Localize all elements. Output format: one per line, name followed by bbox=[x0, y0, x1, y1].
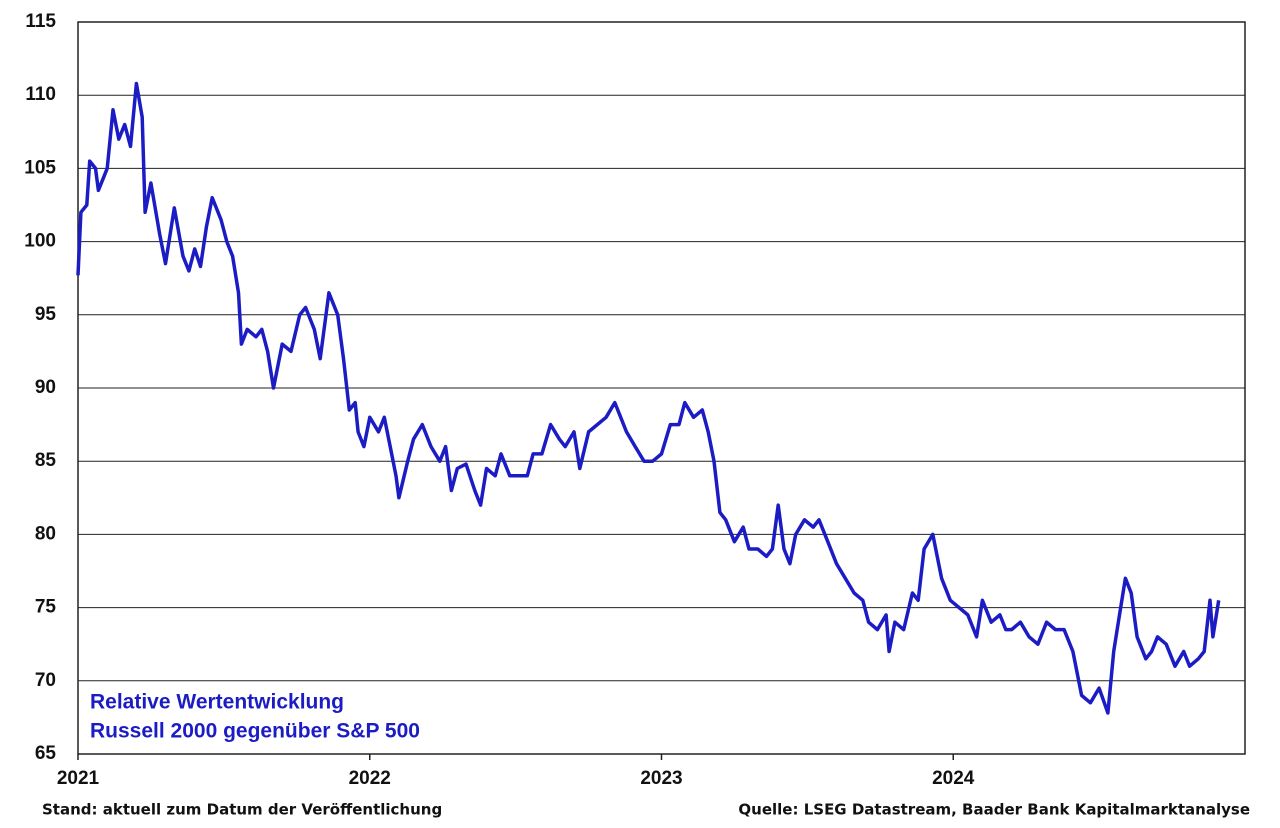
y-tick-label: 100 bbox=[24, 231, 56, 252]
footer-right: Quelle: LSEG Datastream, Baader Bank Kap… bbox=[738, 801, 1250, 819]
series-line bbox=[76, 81, 1221, 715]
x-tick-label: 2023 bbox=[640, 768, 682, 789]
y-tick-label: 95 bbox=[35, 304, 57, 325]
y-tick-label: 65 bbox=[35, 743, 57, 764]
plot-frame bbox=[77, 21, 1246, 755]
y-tick-label: 105 bbox=[24, 157, 56, 178]
y-tick-label: 90 bbox=[35, 377, 56, 398]
x-tick-label: 2022 bbox=[349, 768, 391, 789]
y-tick-label: 115 bbox=[25, 11, 56, 32]
y-tick-label: 110 bbox=[25, 84, 56, 105]
annotation: Russell 2000 gegenüber S&P 500 bbox=[90, 720, 420, 743]
x-tick-label: 2021 bbox=[57, 768, 100, 789]
y-tick-label: 85 bbox=[35, 450, 57, 471]
y-tick-label: 70 bbox=[35, 670, 56, 691]
y-tick-label: 75 bbox=[35, 597, 57, 618]
annotation: Relative Wertentwicklung bbox=[90, 691, 344, 714]
y-tick-label: 80 bbox=[35, 523, 56, 544]
footer-left: Stand: aktuell zum Datum der Veröffentli… bbox=[42, 801, 442, 819]
x-tick-label: 2024 bbox=[932, 768, 975, 789]
